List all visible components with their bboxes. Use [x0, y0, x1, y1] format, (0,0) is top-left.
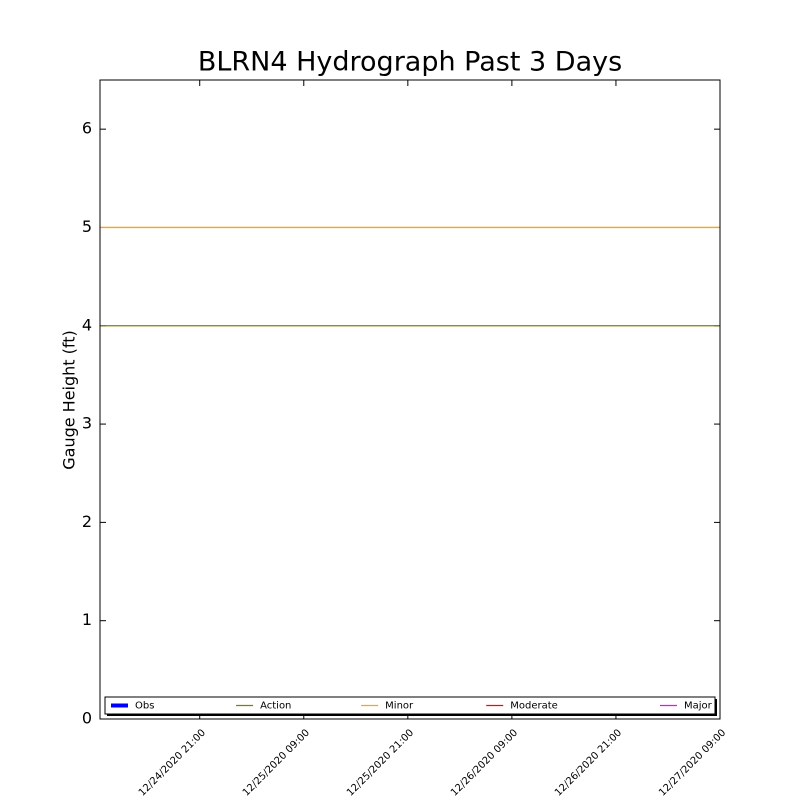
y-tick-label: 0 [82, 709, 92, 728]
legend-box [104, 696, 716, 715]
x-tick-label: 12/25/2020 09:00 [241, 727, 312, 798]
x-tick-label: 12/27/2020 09:00 [657, 727, 728, 798]
y-tick-label: 3 [82, 414, 92, 433]
y-axis-label: Gauge Height (ft) [60, 330, 79, 470]
x-tick-label: 12/26/2020 21:00 [553, 727, 624, 798]
chart-title: BLRN4 Hydrograph Past 3 Days [198, 47, 622, 78]
legend-label: Minor [385, 701, 414, 712]
x-tick-label: 12/26/2020 09:00 [449, 727, 520, 798]
legend-label: Major [684, 701, 713, 712]
plot-frame [99, 79, 721, 720]
y-tick-label: 6 [82, 119, 92, 138]
x-tick-label: 12/25/2020 21:00 [345, 727, 416, 798]
y-tick-label: 2 [82, 512, 92, 531]
x-tick-label: 12/24/2020 21:00 [137, 727, 208, 798]
y-tick-label: 4 [82, 315, 92, 334]
legend-label: Moderate [510, 701, 558, 712]
legend-label: Action [260, 701, 291, 712]
y-tick-label: 1 [82, 610, 92, 629]
legend-label: Obs [135, 701, 154, 712]
y-tick-label: 5 [82, 217, 92, 236]
